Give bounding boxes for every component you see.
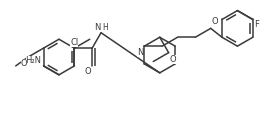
Text: F: F — [254, 20, 259, 29]
Text: Cl: Cl — [70, 38, 78, 47]
Text: N: N — [137, 48, 143, 57]
Text: O: O — [85, 67, 91, 76]
Text: N: N — [94, 23, 100, 32]
Text: H: H — [102, 23, 108, 32]
Text: H₂N: H₂N — [26, 56, 42, 65]
Text: O: O — [212, 17, 218, 26]
Text: O: O — [170, 55, 176, 64]
Text: O: O — [21, 59, 27, 68]
